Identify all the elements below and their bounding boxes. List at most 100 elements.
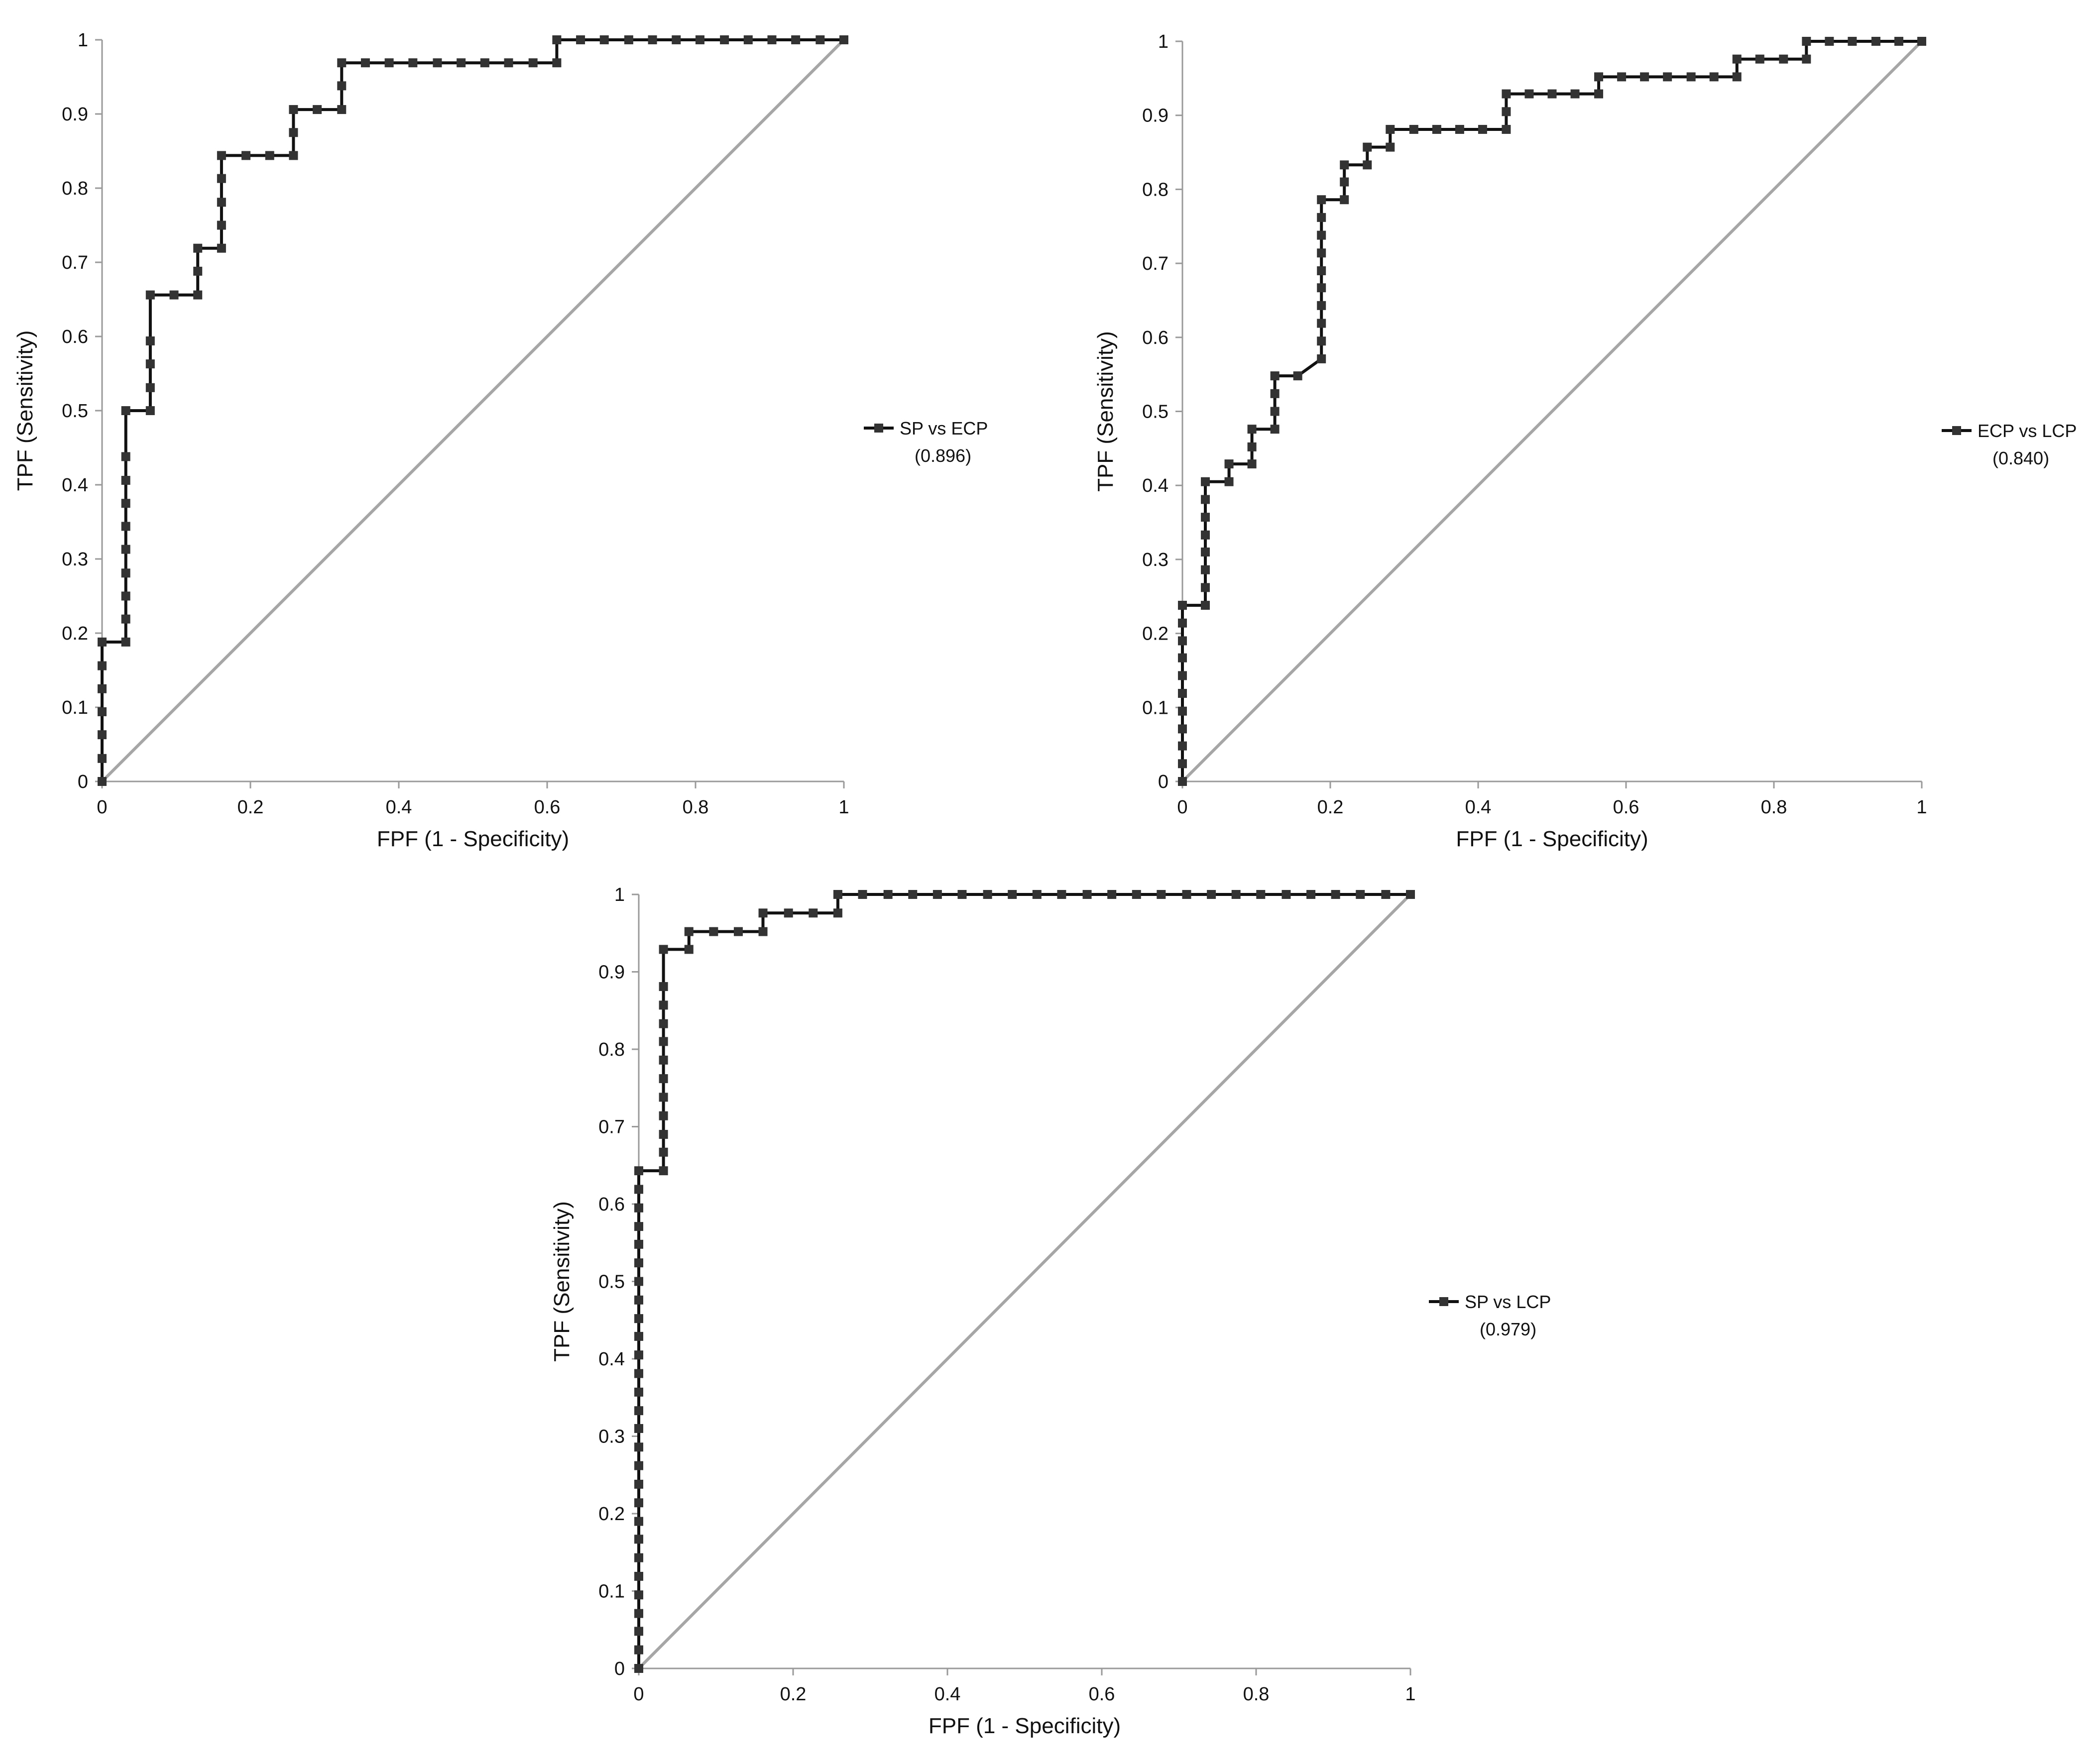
roc-point-marker	[933, 890, 942, 899]
roc-point-marker	[1894, 37, 1903, 46]
roc-point-marker	[193, 243, 203, 253]
roc-point-marker	[121, 545, 130, 554]
y-axis-title: TPF (Sensitivity)	[13, 331, 37, 491]
roc-point-marker	[1082, 890, 1092, 899]
roc-point-marker	[1381, 890, 1391, 899]
x-tick-label: 0.2	[780, 1684, 807, 1705]
y-tick-label: 0.6	[62, 327, 88, 347]
roc-point-marker	[634, 1331, 643, 1341]
roc-point-marker	[1317, 213, 1326, 222]
y-axis-title: TPF (Sensitivity)	[1093, 331, 1118, 492]
y-tick-label: 0	[614, 1658, 625, 1679]
roc-point-marker	[457, 58, 466, 68]
y-tick-label: 0.9	[62, 104, 88, 125]
roc-point-marker	[659, 945, 668, 954]
roc-point-marker	[1340, 160, 1349, 170]
roc-point-marker	[1107, 890, 1117, 899]
roc-point-marker	[289, 151, 298, 160]
roc-point-marker	[659, 982, 668, 992]
roc-point-marker	[1317, 195, 1326, 205]
roc-point-marker	[1640, 72, 1649, 82]
roc-point-marker	[791, 35, 801, 44]
roc-point-marker	[883, 890, 893, 899]
roc-point-marker	[1570, 89, 1580, 99]
y-tick-label: 0.6	[598, 1194, 625, 1215]
roc-point-marker	[1317, 283, 1326, 293]
roc-point-marker	[504, 58, 513, 68]
roc-point-marker	[1270, 407, 1280, 416]
roc-panel-3: 0 0.1 0.2 0.3 0.4 0.5 0.6 0.7 0.8 0.9 1 0 0.2 0.4 0.6 0…	[550, 884, 1551, 1738]
x-tick-label: 0.8	[1243, 1684, 1270, 1705]
roc-point-marker	[816, 35, 825, 44]
x-tick-label: 0.8	[683, 797, 709, 818]
roc-point-marker	[1201, 477, 1210, 486]
roc-point-marker	[634, 1203, 643, 1213]
roc-point-marker	[337, 58, 347, 68]
roc-point-marker	[1356, 890, 1365, 899]
y-tick-label: 0	[78, 772, 88, 792]
x-tick-label: 0	[1177, 797, 1187, 818]
roc-point-marker	[1363, 142, 1372, 152]
roc-point-marker	[1409, 124, 1418, 134]
roc-point-marker	[634, 1553, 643, 1562]
roc-point-marker	[1802, 37, 1811, 46]
y-tick-label: 0.7	[62, 252, 88, 273]
roc-point-marker	[1386, 124, 1395, 134]
legend-series-name: SP vs ECP	[900, 418, 988, 439]
y-tick-label: 0	[1158, 772, 1168, 792]
x-tick-label: 0.4	[934, 1684, 961, 1705]
roc-point-marker	[634, 1350, 643, 1360]
roc-point-marker	[98, 707, 107, 716]
x-tick-label: 1	[1405, 1684, 1415, 1705]
roc-point-marker	[709, 927, 718, 936]
roc-point-marker	[408, 58, 418, 68]
roc-point-marker	[1201, 530, 1210, 540]
roc-point-marker	[1132, 890, 1141, 899]
roc-point-marker	[634, 1387, 643, 1397]
x-tick-label: 0.2	[237, 797, 264, 818]
roc-point-marker	[1502, 107, 1511, 116]
x-tick-label: 1	[838, 797, 849, 818]
x-tick-label: 0.6	[1089, 1684, 1115, 1705]
roc-point-marker	[1178, 706, 1187, 716]
roc-point-marker	[145, 290, 155, 300]
roc-point-marker	[833, 908, 842, 918]
roc-point-marker	[634, 1185, 643, 1194]
roc-point-marker	[648, 35, 657, 44]
roc-point-marker	[121, 522, 130, 531]
x-tick-label: 0.6	[1613, 797, 1639, 818]
roc-point-marker	[313, 105, 322, 114]
y-tick-label: 1	[78, 30, 88, 51]
roc-point-marker	[957, 890, 967, 899]
roc-point-marker	[684, 927, 694, 936]
roc-point-marker	[908, 890, 918, 899]
roc-point-marker	[576, 35, 585, 44]
roc-point-marker	[1178, 724, 1187, 734]
roc-point-marker	[599, 35, 609, 44]
roc-point-marker	[684, 945, 694, 954]
roc-point-marker	[1848, 37, 1857, 46]
roc-point-marker	[217, 151, 226, 160]
x-tick-label: 0.6	[534, 797, 561, 818]
roc-point-marker	[1201, 565, 1210, 574]
roc-point-marker	[1157, 890, 1166, 899]
roc-point-marker	[634, 1664, 643, 1673]
roc-point-marker	[217, 174, 226, 183]
roc-point-marker	[480, 58, 489, 68]
x-axis-title: FPF (1 - Specificity)	[377, 827, 569, 851]
roc-point-marker	[98, 777, 107, 786]
x-tick-label: 0.4	[386, 797, 412, 818]
roc-point-marker	[758, 908, 768, 918]
roc-point-marker	[98, 684, 107, 693]
roc-point-marker	[1317, 266, 1326, 275]
roc-point-marker	[121, 568, 130, 578]
roc-point-marker	[145, 336, 155, 345]
roc-point-marker	[833, 890, 842, 899]
roc-point-marker	[659, 1074, 668, 1084]
roc-point-marker	[433, 58, 442, 68]
y-tick-label: 1	[1158, 31, 1168, 52]
roc-point-marker	[659, 1147, 668, 1157]
roc-point-marker	[552, 58, 562, 68]
roc-point-marker	[337, 81, 347, 91]
y-tick-label: 0.5	[598, 1272, 625, 1293]
